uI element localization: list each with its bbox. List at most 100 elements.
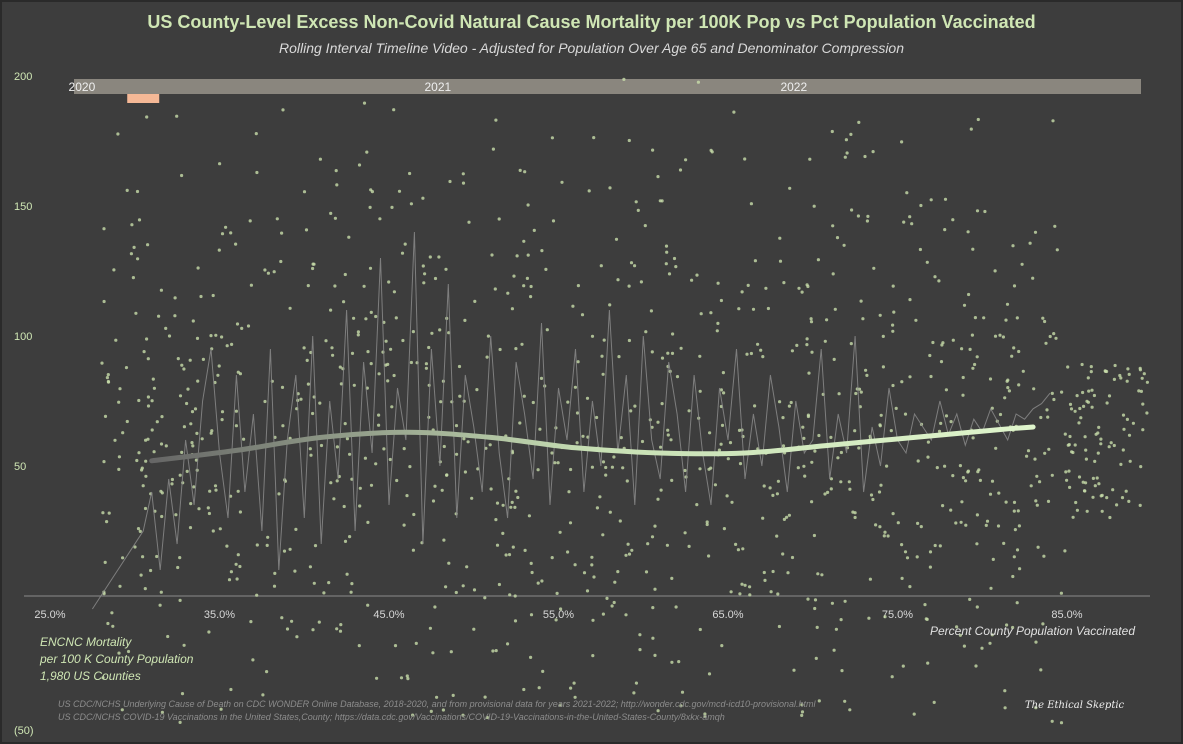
data-point	[242, 437, 246, 441]
data-point	[829, 435, 833, 439]
data-point	[402, 523, 406, 527]
data-point	[219, 707, 223, 711]
data-point	[670, 660, 674, 664]
data-point	[207, 511, 211, 516]
data-point	[610, 604, 614, 608]
data-point	[865, 373, 869, 377]
data-point	[430, 331, 434, 335]
data-point	[766, 306, 771, 311]
data-point	[217, 364, 221, 368]
data-point	[1077, 421, 1081, 425]
data-point	[1052, 332, 1056, 336]
data-point	[200, 437, 204, 441]
data-point	[483, 695, 487, 699]
data-point	[101, 511, 105, 515]
data-point	[1096, 431, 1100, 435]
data-point	[1021, 369, 1025, 373]
data-point	[915, 555, 919, 559]
data-point	[1012, 500, 1017, 504]
data-point	[408, 171, 412, 176]
data-point	[644, 570, 649, 574]
data-point	[159, 590, 163, 594]
data-point	[891, 383, 895, 388]
data-point	[196, 379, 200, 383]
data-point	[1119, 462, 1123, 466]
data-point	[497, 217, 501, 221]
data-point	[378, 217, 382, 221]
data-point	[1002, 541, 1006, 546]
data-point	[422, 281, 426, 285]
data-point	[775, 534, 779, 538]
data-point	[279, 259, 283, 264]
data-point	[850, 208, 854, 212]
data-point	[1139, 389, 1143, 393]
data-point	[918, 247, 923, 252]
data-point	[185, 469, 189, 473]
data-point	[1092, 393, 1096, 398]
data-point	[756, 342, 760, 346]
data-point	[217, 248, 221, 252]
data-point	[263, 268, 267, 272]
data-point	[582, 571, 587, 575]
data-point	[374, 462, 378, 466]
data-point	[369, 362, 373, 366]
data-point	[175, 114, 179, 118]
data-point	[409, 360, 413, 365]
data-point	[874, 523, 878, 527]
data-point	[656, 497, 660, 501]
data-point	[173, 314, 177, 318]
data-point	[220, 232, 225, 236]
data-point	[844, 138, 849, 142]
data-point	[971, 436, 975, 440]
data-point	[809, 320, 814, 324]
data-point	[910, 222, 914, 226]
data-point	[737, 307, 741, 311]
data-point	[778, 236, 782, 240]
data-point	[781, 416, 785, 420]
data-point	[817, 433, 821, 438]
y-label-line-1: ENCNC Mortality	[40, 635, 132, 649]
data-point	[539, 376, 544, 380]
data-point	[1075, 508, 1079, 512]
data-point	[230, 342, 234, 346]
data-point	[975, 513, 980, 517]
data-point	[350, 582, 354, 586]
data-point	[638, 648, 642, 652]
data-point	[916, 459, 920, 463]
data-point	[1091, 495, 1095, 499]
data-point	[659, 445, 663, 449]
data-point	[389, 347, 393, 351]
data-point	[624, 553, 628, 557]
data-point	[709, 311, 713, 315]
data-point	[810, 460, 814, 464]
data-point	[447, 331, 451, 335]
data-point	[900, 140, 904, 144]
data-point	[358, 504, 362, 508]
data-point	[567, 490, 571, 494]
data-point	[445, 473, 449, 477]
data-point	[364, 317, 368, 321]
data-point	[510, 451, 515, 455]
y-tick-label: 150	[14, 201, 32, 213]
data-point	[1103, 369, 1107, 373]
data-point	[1125, 417, 1129, 421]
data-point	[124, 366, 129, 370]
data-point	[1044, 341, 1048, 345]
data-point	[238, 372, 242, 376]
data-point	[605, 596, 609, 601]
data-point	[273, 571, 277, 576]
data-point	[216, 373, 220, 377]
data-point	[518, 168, 522, 172]
data-point	[207, 630, 211, 634]
data-point	[335, 183, 339, 187]
data-point	[595, 415, 599, 420]
data-point	[288, 306, 292, 310]
data-point	[885, 464, 889, 468]
data-point	[627, 338, 632, 343]
data-point	[782, 281, 786, 285]
data-point	[290, 619, 294, 623]
data-point	[680, 690, 685, 694]
data-point	[908, 375, 912, 379]
data-point	[833, 307, 837, 311]
data-point	[687, 409, 691, 413]
